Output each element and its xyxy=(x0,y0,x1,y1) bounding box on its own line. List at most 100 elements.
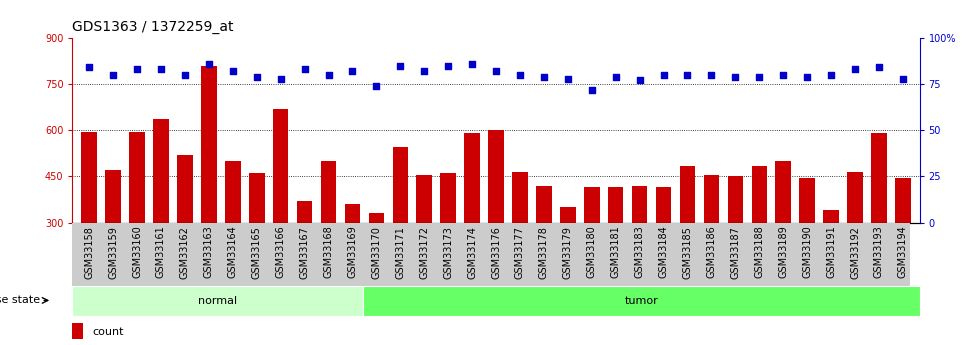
Bar xyxy=(297,201,312,223)
Bar xyxy=(727,176,743,223)
Point xyxy=(225,68,241,74)
Text: GSM33192: GSM33192 xyxy=(850,226,860,279)
Point xyxy=(800,74,815,79)
Text: GSM33159: GSM33159 xyxy=(108,226,118,279)
Text: tumor: tumor xyxy=(624,296,658,306)
Bar xyxy=(177,155,192,223)
Bar xyxy=(392,147,408,223)
Text: GSM33158: GSM33158 xyxy=(84,226,95,279)
Bar xyxy=(81,132,97,223)
Text: GSM33168: GSM33168 xyxy=(324,226,333,278)
Point xyxy=(297,67,312,72)
Bar xyxy=(536,186,552,223)
Bar xyxy=(249,173,265,223)
Text: GSM33186: GSM33186 xyxy=(706,226,717,278)
Bar xyxy=(72,323,83,339)
Bar xyxy=(369,213,384,223)
Point xyxy=(776,72,791,78)
Text: GSM33187: GSM33187 xyxy=(730,226,740,279)
Bar xyxy=(440,173,456,223)
Bar xyxy=(800,178,815,223)
Point xyxy=(440,63,456,68)
Point xyxy=(81,65,97,70)
Bar xyxy=(752,166,767,223)
Bar xyxy=(823,210,838,223)
Bar xyxy=(465,133,480,223)
Text: GSM33164: GSM33164 xyxy=(228,226,238,278)
Point xyxy=(727,74,743,79)
Text: GSM33190: GSM33190 xyxy=(802,226,812,278)
Point xyxy=(273,76,289,81)
Point xyxy=(105,72,121,78)
Text: GSM33172: GSM33172 xyxy=(419,226,429,279)
Text: count: count xyxy=(92,327,124,336)
Bar xyxy=(105,170,121,223)
Text: GSM33183: GSM33183 xyxy=(635,226,644,278)
Bar xyxy=(871,133,887,223)
Bar xyxy=(656,187,671,223)
Bar xyxy=(632,186,647,223)
Bar xyxy=(776,161,791,223)
Bar xyxy=(416,175,432,223)
Text: GSM33178: GSM33178 xyxy=(539,226,549,279)
Point xyxy=(177,72,192,78)
Text: GSM33191: GSM33191 xyxy=(826,226,837,278)
Text: GSM33188: GSM33188 xyxy=(754,226,764,278)
Point xyxy=(823,72,838,78)
Point xyxy=(154,67,169,72)
Text: GSM33194: GSM33194 xyxy=(897,226,908,278)
Point xyxy=(249,74,265,79)
Bar xyxy=(895,178,911,223)
Point xyxy=(536,74,552,79)
Text: GSM33185: GSM33185 xyxy=(683,226,693,279)
Text: GSM33193: GSM33193 xyxy=(874,226,884,278)
Point xyxy=(345,68,360,74)
Point xyxy=(129,67,145,72)
Text: GSM33171: GSM33171 xyxy=(395,226,406,279)
Bar xyxy=(608,187,623,223)
Text: GSM33174: GSM33174 xyxy=(468,226,477,279)
Point xyxy=(632,78,647,83)
Text: GSM33161: GSM33161 xyxy=(156,226,166,278)
Point xyxy=(560,76,576,81)
Bar xyxy=(225,161,241,223)
Text: GDS1363 / 1372259_at: GDS1363 / 1372259_at xyxy=(72,20,234,34)
Bar xyxy=(201,66,216,223)
Text: GSM33169: GSM33169 xyxy=(348,226,357,278)
Bar xyxy=(321,161,336,223)
Point xyxy=(703,72,719,78)
Text: GSM33181: GSM33181 xyxy=(611,226,621,278)
Bar xyxy=(154,119,169,223)
Text: GSM33166: GSM33166 xyxy=(275,226,286,278)
Text: disease state: disease state xyxy=(0,295,40,305)
Text: GSM33177: GSM33177 xyxy=(515,226,525,279)
Text: GSM33176: GSM33176 xyxy=(491,226,501,279)
Bar xyxy=(72,286,363,316)
Point xyxy=(608,74,623,79)
Bar xyxy=(680,166,696,223)
Text: GSM33165: GSM33165 xyxy=(252,226,262,279)
Bar xyxy=(363,286,920,316)
Bar xyxy=(345,204,360,223)
Point xyxy=(680,72,696,78)
Text: GSM33162: GSM33162 xyxy=(180,226,190,279)
Text: GSM33179: GSM33179 xyxy=(563,226,573,279)
Point xyxy=(512,72,527,78)
Point xyxy=(871,65,887,70)
Text: GSM33184: GSM33184 xyxy=(659,226,668,278)
Point xyxy=(752,74,767,79)
Text: GSM33173: GSM33173 xyxy=(443,226,453,279)
Bar xyxy=(847,172,863,223)
Bar xyxy=(584,187,600,223)
Bar xyxy=(488,130,504,223)
Point xyxy=(488,68,504,74)
Text: GSM33160: GSM33160 xyxy=(132,226,142,278)
Bar xyxy=(560,207,576,223)
Point xyxy=(656,72,671,78)
Text: GSM33167: GSM33167 xyxy=(299,226,309,279)
Text: GSM33163: GSM33163 xyxy=(204,226,213,278)
Bar xyxy=(272,109,289,223)
Point xyxy=(321,72,336,78)
Point xyxy=(392,63,408,68)
Point xyxy=(895,76,911,81)
